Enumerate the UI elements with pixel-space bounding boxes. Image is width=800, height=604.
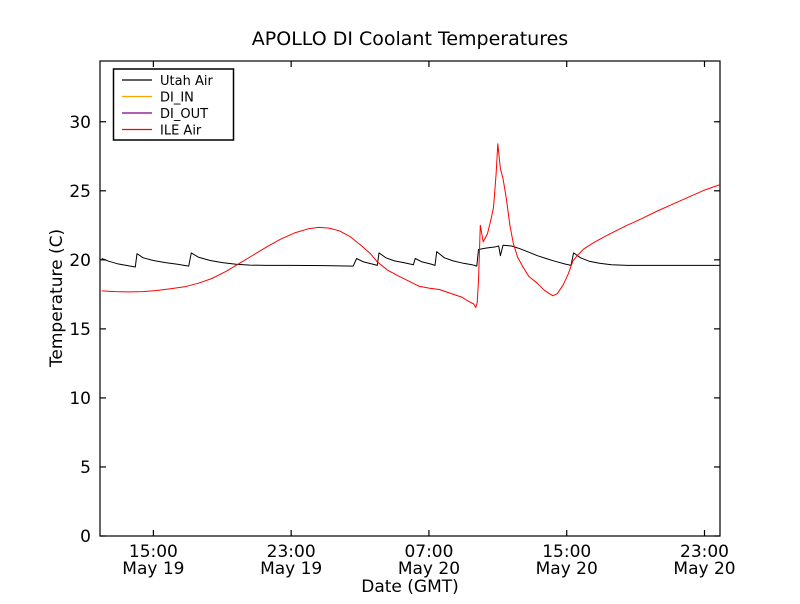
y-tick-label: 15	[69, 320, 91, 340]
x-tick-date-label: May 20	[536, 559, 598, 579]
legend-label: DI_OUT	[160, 107, 208, 122]
x-tick-date-label: May 20	[398, 559, 460, 579]
y-tick-label: 20	[69, 251, 91, 271]
legend-box	[112, 68, 235, 141]
series-lines	[101, 143, 721, 308]
y-tick-label: 0	[80, 527, 91, 547]
x-axis-label: Date (GMT)	[361, 577, 459, 597]
legend-entry-utah-air: Utah Air	[122, 74, 213, 89]
legend: Utah Air DI_IN DI_OUT ILE Air	[112, 68, 235, 141]
plot-border	[99, 60, 721, 537]
x-tick-time-label: 07:00	[404, 542, 453, 562]
y-tick-label: 10	[69, 389, 91, 409]
legend-label: ILE Air	[160, 124, 202, 139]
x-tick-time-label: 23:00	[267, 542, 316, 562]
x-tick-time-label: 15:00	[542, 542, 591, 562]
y-axis-ticks: 0 5 10 15 20 25 30	[69, 113, 720, 547]
y-tick-label: 25	[69, 182, 91, 202]
x-tick-date-label: May 19	[122, 559, 184, 579]
x-tick-date-label: May 19	[260, 559, 322, 579]
x-tick-time-label: 23:00	[680, 542, 729, 562]
legend-entry-di-in: DI_IN	[122, 91, 194, 106]
legend-entry-ile-air: ILE Air	[122, 124, 202, 139]
chart-title: APOLLO DI Coolant Temperatures	[252, 28, 568, 50]
legend-entry-di-out: DI_OUT	[122, 107, 208, 122]
legend-label: Utah Air	[160, 74, 213, 89]
legend-label: DI_IN	[160, 91, 194, 106]
series-line-utah-air	[101, 244, 720, 268]
y-axis-label: Temperature (C)	[47, 229, 67, 368]
x-tick-time-label: 15:00	[129, 542, 178, 562]
series-line-ile-air	[101, 143, 721, 308]
y-tick-label: 5	[80, 458, 91, 478]
x-tick-date-label: May 20	[673, 559, 735, 579]
y-tick-label: 30	[69, 113, 91, 133]
